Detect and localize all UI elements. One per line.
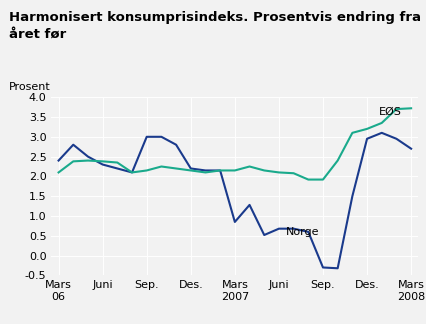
Text: Prosent: Prosent <box>9 82 50 92</box>
Text: Harmonisert konsumprisindeks. Prosentvis endring fra samme måned
året før: Harmonisert konsumprisindeks. Prosentvis… <box>9 10 426 40</box>
Text: Norge: Norge <box>285 227 319 237</box>
Text: EØS: EØS <box>378 107 401 117</box>
